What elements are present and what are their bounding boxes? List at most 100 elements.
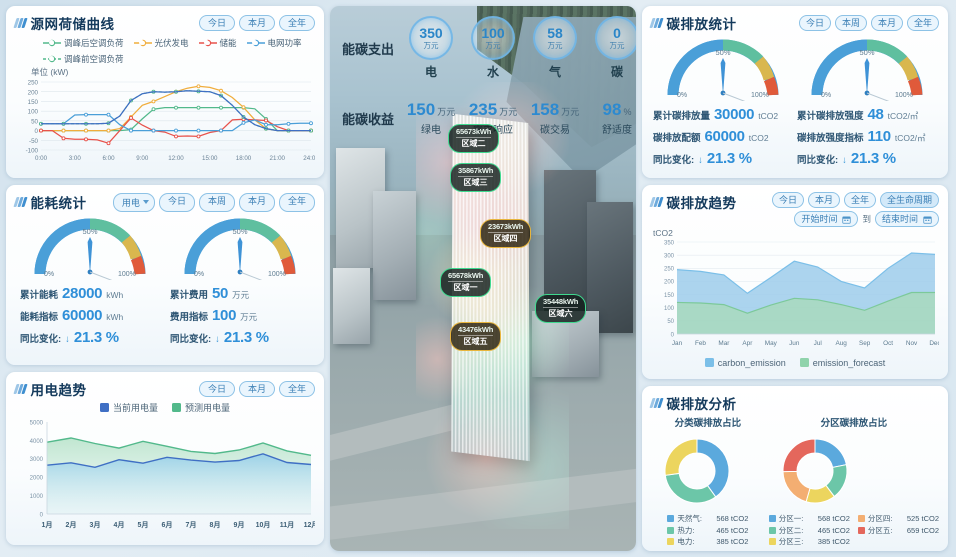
svg-text:0:00: 0:00: [35, 155, 48, 162]
metric-unit: 万元: [240, 311, 258, 322]
btn-this-month[interactable]: 本月: [807, 191, 840, 209]
metric-label: 同比变化:: [653, 154, 695, 166]
zone-value: 23673kWh: [488, 222, 524, 231]
svg-text:0%: 0%: [821, 92, 831, 99]
gauge-metrics: 累计费用 50 万元 费用指标 100 万元 同比变化: ↓ 21.3 %: [170, 283, 310, 348]
legend-marker: [43, 55, 61, 63]
panel-energy-statistics: 能耗统计 用电 今日 本周 本月 全年 50% 0% 100% 累计能耗 28000 kW…: [6, 185, 324, 365]
legend-item: 储能: [198, 37, 237, 49]
panel-carbon-trend: 碳排放趋势 今日 本月 全年 全生命周期 开始时间 到: [642, 184, 948, 380]
energy-type-select[interactable]: 用电: [112, 192, 155, 212]
btn-this-month[interactable]: 本月: [238, 14, 275, 32]
page-title: 用电趋势: [13, 379, 87, 399]
svg-text:9:00: 9:00: [136, 155, 149, 162]
metric-ring: 58 万元: [533, 16, 578, 60]
btn-this-week[interactable]: 本周: [834, 14, 867, 32]
legend-item: 热力: 465 tCO2: [667, 525, 748, 536]
metric-row: 能耗指标 60000 kWh: [20, 305, 160, 327]
chart-legend: 当前用电量 预测用电量: [15, 399, 315, 416]
trend-down-icon: ↓: [698, 154, 703, 166]
donut-by-category: 分类碳排放占比 天然气: 568 tCO2 热力: 465 tCO2 电力: 385 tC…: [651, 415, 765, 547]
gauge: 50% 0% 100%: [30, 218, 150, 280]
zone-value: 35867kWh: [458, 166, 494, 175]
metric-name: 气: [549, 65, 562, 79]
svg-text:May: May: [765, 340, 778, 347]
gauge-unit: 50% 0% 100% 累计碳排放量 30000 tCO2 碳排放配额 60000 tCO2 同比…: [653, 39, 793, 169]
btn-full-year[interactable]: 全年: [906, 14, 939, 32]
metric-unit: 万元: [547, 40, 563, 50]
expense-items: 350 万元电 100 万元水 58 万元气 0 万元碳: [400, 16, 636, 80]
btn-this-month[interactable]: 本月: [238, 380, 275, 398]
metric-unit: tCO2: [758, 111, 779, 121]
metric-label: 能耗指标: [20, 311, 59, 323]
zone-heat-label[interactable]: 65673kWh 区域二: [448, 124, 500, 154]
trend-down-icon: ↓: [215, 333, 220, 345]
income-item: 158 万元 碳交易: [524, 100, 586, 136]
legend-item: 分区四: 525 tCO2: [857, 513, 939, 524]
btn-today[interactable]: 今日: [198, 14, 235, 32]
legend-marker: [198, 39, 217, 47]
panel-electricity-trend: 用电趋势 今日 本月 全年 当前用电量 预测用电量 0 1000 2000 3000 40…: [6, 372, 324, 545]
trend-down-icon: ↓: [842, 154, 847, 166]
title-bars-icon: [13, 197, 28, 207]
svg-text:Dec: Dec: [929, 340, 939, 347]
panel-header: 碳排放趋势 今日 本月 全年 全生命周期 开始时间 到: [649, 191, 939, 228]
metric-value: 100: [212, 306, 237, 324]
metric-ring: 350 万元: [409, 16, 454, 60]
legend-swatch: [704, 358, 714, 368]
metric-value: 21.3 %: [223, 328, 269, 346]
zone-heat-label[interactable]: 65678kWh 区域一: [440, 268, 492, 298]
metric-label: 累计能耗: [20, 290, 59, 301]
svg-text:100%: 100%: [118, 271, 136, 278]
legend-value: 465 tCO2: [817, 525, 850, 535]
legend-item: 预测用电量: [172, 401, 230, 414]
btn-today[interactable]: 今日: [198, 380, 235, 398]
panel-building-3d-view: 能碳支出 350 万元电 100 万元水 58 万元气 0 万元碳 能碳收益 150 万元 绿电 2…: [330, 6, 636, 551]
btn-full-year[interactable]: 全年: [278, 14, 315, 32]
metric-label: 碳排放配额: [653, 132, 701, 144]
svg-text:200: 200: [664, 280, 675, 286]
btn-today[interactable]: 今日: [771, 191, 804, 209]
btn-full-year[interactable]: 全年: [278, 192, 315, 212]
metric-unit: kWh: [106, 311, 124, 322]
svg-text:15:00: 15:00: [202, 155, 218, 162]
legend-swatch: [667, 537, 675, 545]
end-date-input[interactable]: 结束时间: [874, 211, 939, 228]
metric-label: 费用指标: [170, 311, 209, 323]
metric-unit: 万元: [232, 290, 250, 300]
btn-this-month[interactable]: 本月: [870, 14, 903, 32]
btn-today[interactable]: 今日: [798, 14, 831, 32]
svg-text:50: 50: [31, 118, 38, 125]
donut-legend: 天然气: 568 tCO2 热力: 465 tCO2 电力: 385 tCO2: [651, 513, 765, 547]
zone-name: 区域五: [458, 335, 494, 347]
metric-unit: 万元: [437, 107, 456, 117]
legend-label: emission_forecast: [812, 358, 886, 369]
svg-text:4月: 4月: [114, 521, 125, 529]
svg-text:0%: 0%: [44, 271, 54, 278]
metric-row: 累计费用 50 万元: [170, 283, 310, 305]
svg-text:250: 250: [664, 267, 675, 273]
zone-heat-label[interactable]: 35867kWh 区域三: [450, 163, 502, 193]
zone-value: 65678kWh: [448, 271, 484, 280]
metric-row: 碳排放强度指标 110 tCO2/㎡: [797, 126, 937, 148]
svg-text:0: 0: [671, 333, 675, 339]
svg-text:Apr: Apr: [742, 340, 753, 347]
zone-heat-label[interactable]: 43476kWh 区域五: [450, 322, 502, 352]
panel-carbon-analysis: 碳排放分析 分类碳排放占比 天然气: 568 tCO2 热力: 465 tCO2 电力:…: [642, 386, 948, 551]
legend-item: 调峰前空调负荷: [43, 53, 124, 65]
btn-today[interactable]: 今日: [158, 192, 195, 212]
btn-this-week[interactable]: 本周: [198, 192, 235, 212]
btn-full-lifecycle[interactable]: 全生命周期: [879, 191, 939, 209]
btn-full-year[interactable]: 全年: [843, 191, 876, 209]
zone-heat-label[interactable]: 35448kWh 区域六: [535, 294, 587, 324]
carbon-trend-chart: 0 50 100 150 200 250 300 350 Jan Feb Mar Apr May Jun J…: [651, 238, 939, 356]
svg-text:9月: 9月: [234, 521, 245, 529]
filter-buttons: 今日 本周 本月 全年: [798, 14, 939, 32]
zone-heat-label[interactable]: 23673kWh 区域四: [480, 219, 532, 249]
svg-text:6月: 6月: [162, 521, 173, 529]
btn-full-year[interactable]: 全年: [278, 380, 315, 398]
svg-text:Nov: Nov: [906, 340, 918, 347]
start-date-input[interactable]: 开始时间: [794, 211, 859, 228]
page-title: 碳排放趋势: [649, 192, 737, 212]
btn-this-month[interactable]: 本月: [238, 192, 275, 212]
